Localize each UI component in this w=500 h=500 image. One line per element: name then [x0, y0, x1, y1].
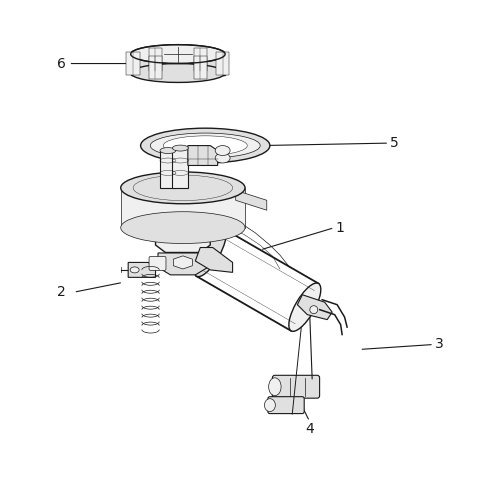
FancyBboxPatch shape: [149, 56, 162, 79]
Polygon shape: [196, 248, 232, 272]
FancyBboxPatch shape: [149, 48, 162, 71]
Ellipse shape: [194, 228, 226, 276]
Ellipse shape: [289, 283, 321, 332]
Text: 4: 4: [306, 422, 314, 436]
Polygon shape: [156, 204, 210, 252]
Text: 3: 3: [434, 338, 444, 351]
Text: 5: 5: [390, 136, 398, 150]
Ellipse shape: [215, 146, 230, 156]
FancyBboxPatch shape: [160, 150, 176, 188]
Ellipse shape: [130, 64, 225, 82]
Ellipse shape: [310, 306, 318, 314]
Text: 2: 2: [56, 286, 66, 300]
Ellipse shape: [268, 378, 281, 396]
FancyBboxPatch shape: [216, 52, 230, 75]
FancyBboxPatch shape: [268, 396, 304, 413]
Ellipse shape: [150, 133, 260, 158]
FancyBboxPatch shape: [126, 52, 140, 75]
Ellipse shape: [130, 44, 225, 64]
Ellipse shape: [130, 267, 139, 273]
FancyBboxPatch shape: [130, 52, 225, 75]
Polygon shape: [236, 190, 267, 210]
Text: 1: 1: [335, 220, 344, 234]
Polygon shape: [298, 294, 332, 320]
Text: 6: 6: [56, 56, 66, 70]
FancyBboxPatch shape: [120, 188, 245, 228]
Polygon shape: [196, 229, 318, 331]
FancyBboxPatch shape: [172, 148, 188, 188]
Ellipse shape: [172, 145, 188, 151]
Ellipse shape: [160, 148, 176, 154]
FancyBboxPatch shape: [272, 376, 320, 398]
FancyBboxPatch shape: [194, 48, 207, 71]
Polygon shape: [174, 256, 193, 269]
FancyBboxPatch shape: [149, 256, 166, 270]
Polygon shape: [188, 146, 218, 166]
Ellipse shape: [264, 398, 276, 411]
Ellipse shape: [215, 153, 230, 163]
Polygon shape: [158, 253, 208, 275]
Ellipse shape: [163, 136, 248, 156]
FancyBboxPatch shape: [194, 56, 207, 79]
Ellipse shape: [120, 172, 245, 204]
Polygon shape: [128, 262, 156, 278]
Ellipse shape: [140, 128, 270, 163]
Ellipse shape: [120, 212, 245, 244]
